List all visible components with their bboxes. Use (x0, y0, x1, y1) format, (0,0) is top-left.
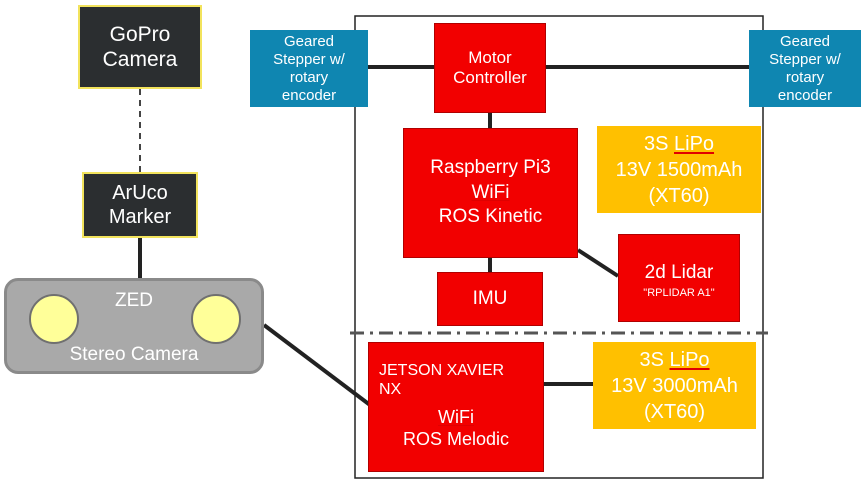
raspberry-line3: ROS Kinetic (438, 206, 543, 228)
stepper-right-line4: encoder (777, 86, 833, 104)
lipo-top-line1: 3S LiPo (644, 131, 714, 157)
left-lens-icon (29, 294, 79, 344)
stepper-right-line3: rotary (785, 68, 825, 86)
jetson-xavier-node: JETSON XAVIER NX WiFi ROS Melodic (368, 342, 544, 472)
jetson-line3: WiFi (438, 407, 474, 428)
gopro-camera-node: GoPro Camera (78, 5, 202, 89)
raspberry-line1: Raspberry Pi3 (430, 156, 551, 178)
stepper-left-line2: Stepper w/ (273, 50, 345, 68)
jetson-line4: ROS Melodic (402, 428, 510, 449)
zed-stereo-camera-node: ZED Stereo Camera (4, 278, 264, 374)
lipo-bottom-line2: 13V 3000mAh (611, 374, 738, 397)
right-lens-icon (191, 294, 241, 344)
lipo-top-line2: 13V 1500mAh (615, 158, 743, 181)
lipo-top-line3: (XT60) (648, 184, 710, 207)
lipo-bottom-line3: (XT60) (643, 400, 706, 423)
motor-controller-node: Motor Controller (434, 23, 546, 113)
raspberry-pi-node: Raspberry Pi3 WiFi ROS Kinetic (403, 128, 578, 258)
stepper-left-line1: Geared (283, 32, 335, 50)
lipo-top-word: LiPo (674, 132, 715, 155)
stepper-right-node: Geared Stepper w/ rotary encoder (749, 30, 861, 107)
imu-label: IMU (472, 287, 508, 309)
raspberry-line2: WiFi (471, 181, 510, 203)
zed-jetson-link (262, 323, 372, 407)
lipo-bottom-line1: 3S LiPo (639, 347, 709, 373)
motor-controller-line2: Controller (453, 68, 527, 87)
lipo-bottom-prefix: 3S (639, 348, 670, 371)
zed-title: ZED (115, 290, 153, 311)
aruco-label-line2: Marker (108, 206, 172, 228)
lidar-node: 2d Lidar "RPLIDAR A1" (618, 234, 740, 322)
motor-controller-line1: Motor (468, 47, 512, 67)
aruco-label-line1: ArUco (112, 182, 168, 204)
imu-node: IMU (437, 272, 543, 326)
lidar-line2: "RPLIDAR A1" (643, 286, 715, 299)
aruco-marker-node: ArUco Marker (82, 172, 198, 238)
stepper-right-line1: Geared (779, 32, 831, 50)
jetson-line1: JETSON XAVIER (379, 362, 505, 379)
lipo-battery-bottom-node: 3S LiPo 13V 3000mAh (XT60) (593, 342, 756, 429)
raspberry-lidar-link (576, 248, 620, 278)
stepper-right-line2: Stepper w/ (769, 50, 841, 68)
zed-subtitle: Stereo Camera (69, 344, 199, 365)
gopro-label-line1: GoPro (109, 22, 171, 46)
lipo-battery-top-node: 3S LiPo 13V 1500mAh (XT60) (597, 126, 761, 213)
stepper-left-line4: encoder (281, 86, 337, 104)
robot-frame (354, 15, 764, 479)
gopro-label-line2: Camera (102, 48, 178, 71)
lidar-line1: 2d Lidar (644, 262, 714, 283)
jetson-line2: NX (379, 381, 402, 399)
stepper-left-node: Geared Stepper w/ rotary encoder (250, 30, 368, 107)
lipo-top-prefix: 3S (643, 132, 674, 155)
stepper-left-line3: rotary (289, 68, 329, 86)
lipo-bottom-word: LiPo (669, 348, 710, 371)
